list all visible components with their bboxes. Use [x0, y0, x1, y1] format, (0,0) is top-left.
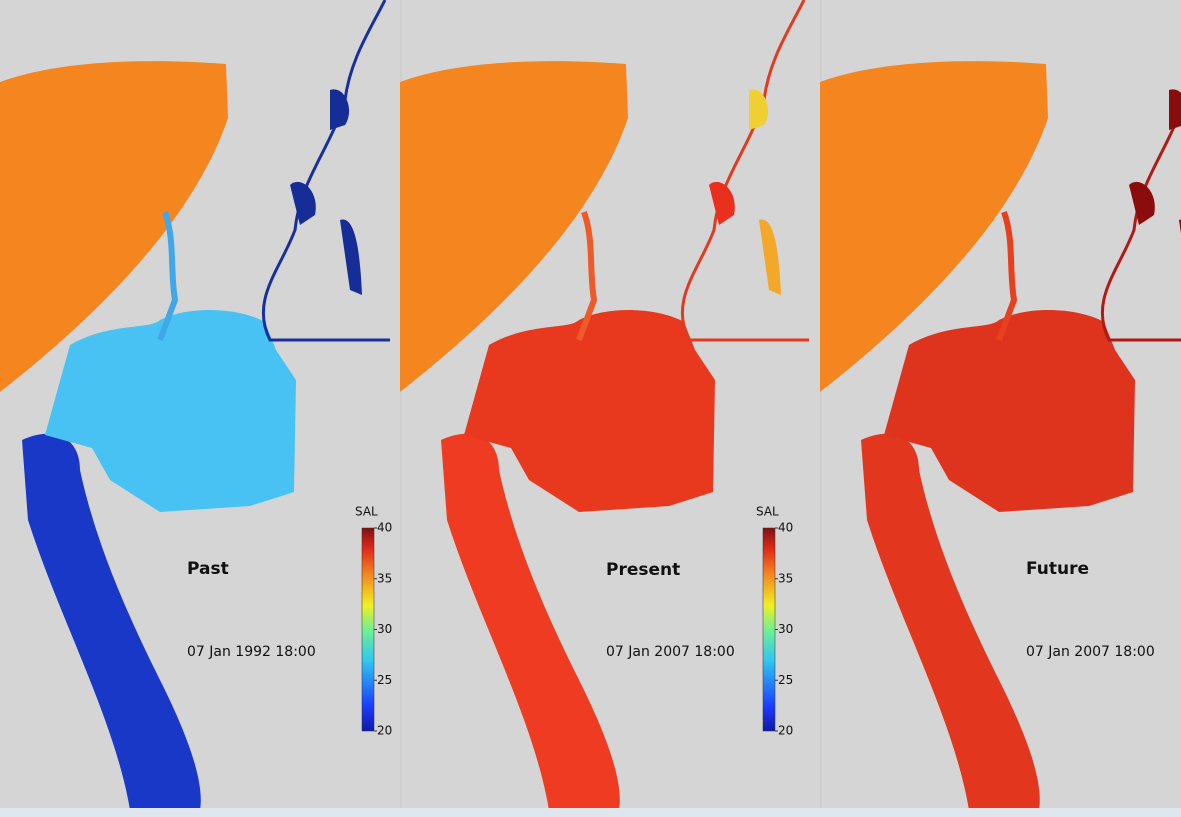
lake — [759, 219, 781, 295]
divider — [400, 0, 402, 808]
colorbar-tick-label: 25 — [377, 673, 392, 687]
timestamp: 07 Jan 2007 18:00 — [606, 644, 735, 660]
colorbar-tick-label: 40 — [778, 521, 793, 535]
timestamp: 07 Jan 2007 18:00 — [1026, 644, 1155, 660]
colorbar-tick-label: 30 — [778, 622, 793, 636]
panel-title: Past — [187, 559, 229, 579]
lagoon — [45, 310, 296, 512]
river — [261, 0, 392, 342]
colorbar — [762, 527, 776, 732]
colorbar-tick-label: 25 — [778, 673, 793, 687]
lake — [340, 219, 362, 295]
timestamp: 07 Jan 1992 18:00 — [187, 644, 316, 660]
colorbar-label: SAL — [756, 505, 779, 519]
lagoon — [884, 310, 1135, 512]
colorbar-tick-label: 35 — [778, 571, 793, 585]
lagoon — [464, 310, 715, 512]
colorbar — [361, 527, 375, 732]
panel-past: Past 07 Jan 1992 18:00 SAL 20 25 30 35 40 — [0, 0, 392, 810]
river — [680, 0, 811, 342]
lake — [1129, 181, 1155, 225]
colorbar-tick-label: 20 — [778, 724, 793, 738]
panel-future: Future 07 Jan 2007 18:00 — [820, 0, 1181, 810]
lake — [1169, 89, 1181, 130]
panel-present: Present 07 Jan 2007 18:00 SAL 20 25 30 35 40 — [400, 0, 811, 810]
river — [1100, 0, 1181, 342]
panel-title: Future — [1026, 559, 1089, 579]
colorbar-tick-label: 35 — [377, 571, 392, 585]
colorbar-tick-label: 20 — [377, 724, 392, 738]
colorbar-tick-label: 30 — [377, 622, 392, 636]
colorbar-label: SAL — [355, 505, 378, 519]
colorbar-tick-label: 40 — [377, 521, 392, 535]
lake — [709, 181, 735, 225]
divider — [820, 0, 822, 808]
status-strip — [0, 808, 1181, 817]
panel-title: Present — [606, 560, 680, 580]
lake — [290, 181, 316, 225]
